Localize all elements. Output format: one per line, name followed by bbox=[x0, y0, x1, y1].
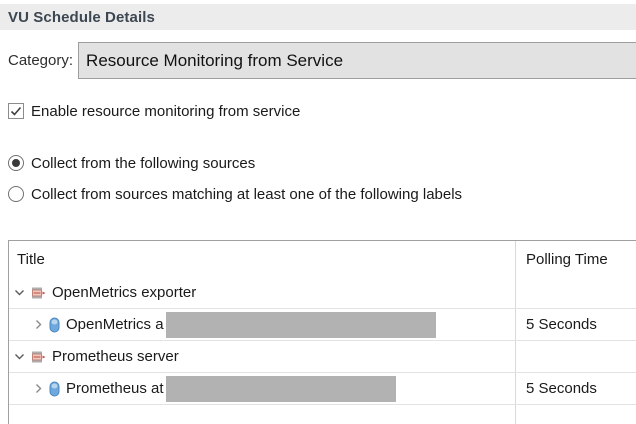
chevron-right-icon[interactable] bbox=[31, 319, 45, 330]
source-group-icon bbox=[30, 285, 46, 301]
category-row: Category: Resource Monitoring from Servi… bbox=[8, 42, 636, 79]
category-field[interactable]: Resource Monitoring from Service bbox=[78, 42, 636, 79]
redacted-text bbox=[165, 311, 436, 338]
resource-source-icon bbox=[49, 317, 60, 333]
polling-time-cell[interactable]: 5 Seconds bbox=[515, 309, 636, 340]
section-header: VU Schedule Details bbox=[0, 4, 636, 30]
resource-source-icon bbox=[49, 381, 60, 397]
collect-sources-radio-row: Collect from the following sources bbox=[8, 154, 255, 172]
polling-time-cell[interactable] bbox=[515, 341, 636, 372]
redacted-text bbox=[165, 375, 396, 402]
table-row[interactable]: OpenMetrics a 5 Seconds bbox=[9, 309, 636, 341]
radio-selected-dot bbox=[12, 159, 20, 167]
collect-labels-radio[interactable] bbox=[8, 186, 24, 202]
enable-monitoring-label: Enable resource monitoring from service bbox=[31, 102, 301, 120]
collect-sources-label: Collect from the following sources bbox=[31, 154, 256, 172]
polling-time-cell[interactable] bbox=[515, 277, 636, 308]
chevron-right-icon[interactable] bbox=[31, 383, 45, 394]
table-empty-row bbox=[9, 405, 636, 424]
source-group-title: OpenMetrics exporter bbox=[52, 284, 197, 301]
source-group-icon bbox=[30, 349, 46, 365]
column-header-polling-time[interactable]: Polling Time bbox=[515, 241, 636, 277]
enable-monitoring-checkbox[interactable] bbox=[8, 103, 24, 119]
page-title: VU Schedule Details bbox=[8, 8, 155, 26]
table-row[interactable]: OpenMetrics exporter bbox=[9, 277, 636, 309]
enable-monitoring-row: Enable resource monitoring from service bbox=[8, 102, 300, 120]
source-group-title: Prometheus server bbox=[52, 348, 179, 365]
polling-time-cell[interactable]: 5 Seconds bbox=[515, 373, 636, 404]
table-row[interactable]: Prometheus server bbox=[9, 341, 636, 373]
sources-table: Title Polling Time OpenMetrics exporter bbox=[8, 240, 636, 424]
source-title: Prometheus at bbox=[66, 380, 164, 397]
collect-labels-radio-row: Collect from sources matching at least o… bbox=[8, 185, 462, 203]
table-row[interactable]: Prometheus at 5 Seconds bbox=[9, 373, 636, 405]
collect-labels-label: Collect from sources matching at least o… bbox=[31, 185, 463, 203]
table-header-row: Title Polling Time bbox=[9, 241, 636, 277]
chevron-down-icon[interactable] bbox=[12, 289, 26, 296]
chevron-down-icon[interactable] bbox=[12, 353, 26, 360]
category-label: Category: bbox=[8, 52, 74, 69]
collect-sources-radio[interactable] bbox=[8, 155, 24, 171]
checkmark-icon bbox=[10, 106, 22, 116]
category-value: Resource Monitoring from Service bbox=[86, 50, 344, 70]
column-header-title[interactable]: Title bbox=[17, 250, 45, 268]
source-title: OpenMetrics a bbox=[66, 316, 164, 333]
